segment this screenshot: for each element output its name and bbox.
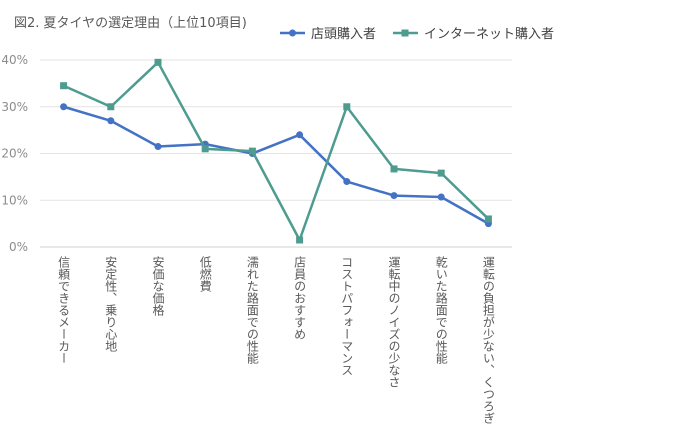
- series-0: [60, 103, 492, 228]
- y-tick-label: 30%: [1, 100, 28, 114]
- x-tick-label: 安価な価格: [151, 255, 165, 316]
- y-tick-label: 10%: [1, 193, 28, 207]
- data-point: [248, 147, 256, 155]
- data-series: [60, 58, 492, 244]
- y-tick-label: 20%: [1, 147, 28, 161]
- data-point: [437, 169, 445, 177]
- data-point: [437, 193, 445, 201]
- data-point: [107, 117, 115, 125]
- data-point: [343, 178, 351, 186]
- legend-label-store: 店頭購入者: [311, 27, 376, 42]
- data-point: [484, 215, 492, 223]
- x-tick-label: コストパフォーマンス: [340, 256, 354, 376]
- x-tick-label: 店員のおすすめ: [293, 256, 307, 340]
- data-point: [343, 103, 351, 111]
- data-point: [60, 82, 68, 90]
- x-tick-label: 運転の負担が少ない、くつろぎ: [481, 256, 495, 424]
- data-point: [107, 103, 115, 111]
- legend: 店頭購入者 インターネット購入者: [280, 27, 554, 42]
- x-tick-label: 乾いた路面での性能: [434, 256, 448, 364]
- data-point: [154, 142, 162, 150]
- legend-label-internet: インターネット購入者: [424, 27, 554, 42]
- legend-item-internet: インターネット購入者: [393, 27, 554, 42]
- data-point: [201, 145, 209, 153]
- series-line: [63, 105, 490, 225]
- data-point: [390, 165, 398, 173]
- x-axis: 信頼できるメーカー 安定性、乗り心地 安価な価格 低燃費 濡れた路面での性能 店員のおすす…: [57, 255, 496, 424]
- x-tick-label: 信頼できるメーカー: [57, 256, 71, 364]
- data-point: [154, 58, 162, 66]
- y-axis: 0% 10% 20% 30% 40%: [1, 53, 28, 254]
- y-tick-label: 40%: [1, 53, 28, 67]
- x-tick-label: 安定性、乗り心地: [104, 255, 118, 352]
- gridlines: [40, 59, 512, 248]
- series-1: [60, 58, 492, 244]
- data-point: [60, 103, 68, 111]
- data-point: [390, 192, 398, 200]
- series-line: [63, 61, 490, 242]
- x-tick-label: 低燃費: [198, 256, 212, 292]
- x-tick-label: 濡れた路面での性能: [245, 256, 259, 364]
- chart-title: 図2. 夏タイヤの選定理由（上位10項目): [14, 16, 247, 31]
- data-point: [296, 236, 304, 244]
- y-tick-label: 0%: [9, 240, 28, 254]
- legend-marker-internet: [401, 29, 409, 37]
- legend-marker-store: [289, 29, 296, 37]
- data-point: [296, 131, 304, 139]
- legend-item-store: 店頭購入者: [280, 27, 376, 42]
- x-tick-label: 運転中のノイズの少なさ: [387, 256, 401, 388]
